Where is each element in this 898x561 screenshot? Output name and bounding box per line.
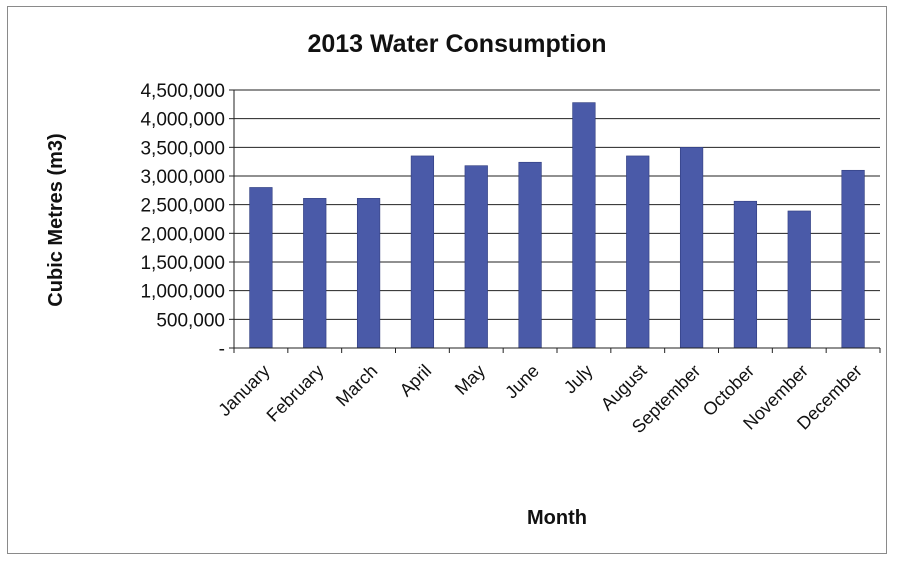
y-tick-label: 1,000,000 <box>140 282 225 303</box>
y-tick-labels: - 500,000 1,000,000 1,500,000 2,000,000 2,500… <box>140 81 225 360</box>
axes <box>229 89 881 353</box>
x-tick-label: July <box>560 361 597 398</box>
x-tick-label: April <box>396 361 436 401</box>
x-tick-label: August <box>597 361 651 415</box>
gridlines <box>234 89 880 320</box>
x-tick-label: May <box>451 361 489 399</box>
bar-november <box>787 210 811 349</box>
y-tick-label: - <box>219 339 225 360</box>
x-tick-label: June <box>501 361 543 403</box>
y-tick-label: 500,000 <box>156 310 225 331</box>
bars <box>249 102 865 349</box>
y-tick-label: 2,000,000 <box>140 224 225 245</box>
y-tick-label: 2,500,000 <box>140 196 225 217</box>
y-tick-label: 3,000,000 <box>140 167 225 188</box>
bar-february <box>303 198 327 349</box>
chart-title: 2013 Water Consumption <box>307 30 606 58</box>
y-tick-label: 1,500,000 <box>140 253 225 274</box>
bar-may <box>464 165 488 349</box>
bar-april <box>410 155 435 349</box>
bar-december <box>841 169 865 349</box>
x-tick-label: March <box>332 361 382 411</box>
bar-january <box>249 187 273 349</box>
y-tick-label: 4,500,000 <box>140 81 225 102</box>
bar-june <box>518 161 542 349</box>
y-tick-label: 3,500,000 <box>140 138 225 159</box>
bar-october <box>733 200 758 349</box>
x-axis-title: Month <box>527 507 587 529</box>
bar-august <box>626 155 650 349</box>
y-axis-title: Cubic Metres (m3) <box>45 133 67 306</box>
bar-july <box>572 102 596 349</box>
bar-september <box>679 147 704 349</box>
y-tick-label: 4,000,000 <box>140 110 225 131</box>
bar-march <box>356 198 381 349</box>
x-tick-label: February <box>263 361 328 426</box>
